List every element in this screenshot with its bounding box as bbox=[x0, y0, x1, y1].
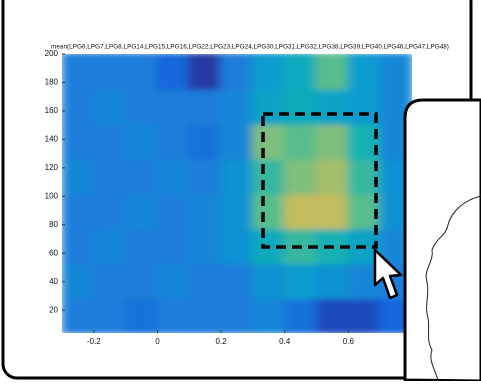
heatmap-cell bbox=[156, 297, 191, 333]
heatmap-cell bbox=[92, 87, 127, 125]
heatmap-cell bbox=[124, 262, 159, 300]
heatmap-cell bbox=[379, 54, 412, 90]
overlapping-panel bbox=[403, 98, 481, 383]
heatmap-cell bbox=[188, 87, 223, 125]
x-tick-label: 0.2 bbox=[216, 337, 228, 346]
x-tick-label: 0.6 bbox=[343, 337, 355, 346]
y-tick-label: 200 bbox=[45, 49, 59, 58]
heatmap-cell bbox=[251, 157, 286, 195]
heatmap-cell bbox=[251, 87, 286, 125]
heatmap-cell bbox=[188, 262, 223, 300]
heatmap-cell bbox=[156, 87, 191, 125]
heatmap-cell bbox=[188, 54, 223, 90]
heatmap-cell bbox=[62, 157, 95, 195]
selection-box bbox=[261, 112, 378, 249]
axes: -0.2 0 0.2 0.4 0.6 20 40 60 80 100 120 140 160 180 200 bbox=[45, 49, 355, 346]
heatmap-cell bbox=[283, 122, 318, 160]
heatmap-cell bbox=[124, 122, 159, 160]
heatmap-cell bbox=[347, 297, 382, 333]
heatmap-cell bbox=[156, 122, 191, 160]
heatmap-cells bbox=[62, 54, 412, 333]
y-tick-label: 80 bbox=[49, 220, 58, 229]
heatmap-cell bbox=[220, 122, 254, 160]
heatmap-cell bbox=[347, 54, 382, 90]
y-tick-label: 40 bbox=[49, 277, 58, 286]
heatmap-cell bbox=[220, 262, 254, 300]
heatmap-cell bbox=[188, 297, 223, 333]
heatmap-cell bbox=[251, 262, 286, 300]
heatmap-cell bbox=[62, 297, 95, 333]
heatmap-cell bbox=[315, 192, 350, 230]
heatmap-cell bbox=[92, 192, 127, 230]
heatmap-cell bbox=[188, 227, 223, 265]
heatmap-cell bbox=[62, 54, 95, 90]
heatmap-cell bbox=[92, 157, 127, 195]
heatmap-cell bbox=[251, 54, 286, 90]
y-tick-label: 20 bbox=[49, 305, 58, 314]
y-tick-label: 100 bbox=[45, 191, 59, 200]
heatmap-cell bbox=[156, 157, 191, 195]
heatmap-cell bbox=[92, 54, 127, 90]
heatmap-cell bbox=[124, 87, 159, 125]
heatmap-cell bbox=[283, 54, 318, 90]
heatmap-cell bbox=[315, 262, 350, 300]
heatmap-cell bbox=[220, 192, 254, 230]
heatmap-cell bbox=[220, 87, 254, 125]
heatmap-cell bbox=[156, 54, 191, 90]
heatmap-cell bbox=[92, 227, 127, 265]
heatmap bbox=[62, 54, 412, 333]
heatmap-cell bbox=[124, 157, 159, 195]
heatmap-cell bbox=[62, 227, 95, 265]
heatmap-cell bbox=[251, 192, 286, 230]
chart-title: mean(LPG6,LPG7,LPG8,LPG14,LPG15,LPG16,LP… bbox=[51, 44, 449, 51]
heatmap-cell bbox=[92, 122, 127, 160]
heatmap-cell bbox=[315, 87, 350, 125]
heatmap-cell bbox=[124, 54, 159, 90]
heatmap-cell bbox=[220, 157, 254, 195]
y-tick-label: 60 bbox=[49, 248, 58, 257]
heatmap-cell bbox=[283, 297, 318, 333]
heatmap-cell bbox=[62, 192, 95, 230]
heatmap-cell bbox=[283, 157, 318, 195]
heatmap-cell bbox=[283, 262, 318, 300]
heatmap-cell bbox=[315, 157, 350, 195]
y-tick-label: 180 bbox=[45, 78, 59, 87]
heatmap-cell bbox=[220, 227, 254, 265]
heatmap-cell bbox=[220, 54, 254, 90]
heatmap-cell bbox=[315, 122, 350, 160]
heatmap-cell bbox=[156, 262, 191, 300]
heatmap-cell bbox=[124, 192, 159, 230]
heatmap-cell bbox=[62, 87, 95, 125]
x-tick-label: 0.4 bbox=[279, 337, 291, 346]
heatmap-cell bbox=[283, 87, 318, 125]
heatmap-cell bbox=[188, 157, 223, 195]
heatmap-cell bbox=[156, 227, 191, 265]
heatmap-cell bbox=[315, 297, 350, 333]
heatmap-cell bbox=[188, 192, 223, 230]
heatmap-cell bbox=[251, 297, 286, 333]
y-tick-label: 120 bbox=[45, 163, 59, 172]
heatmap-cell bbox=[62, 262, 95, 300]
x-tick-label: -0.2 bbox=[87, 337, 101, 346]
heatmap-cell bbox=[251, 122, 286, 160]
heatmap-cell bbox=[188, 122, 223, 160]
y-tick-label: 140 bbox=[45, 135, 59, 144]
y-tick-label: 160 bbox=[45, 106, 59, 115]
heatmap-cell bbox=[156, 192, 191, 230]
heatmap-cell bbox=[283, 192, 318, 230]
heatmap-cell bbox=[92, 262, 127, 300]
heatmap-cell bbox=[124, 297, 159, 333]
heatmap-cell bbox=[62, 122, 95, 160]
heatmap-cell bbox=[315, 54, 350, 90]
heatmap-cell bbox=[124, 227, 159, 265]
mouse-cursor bbox=[373, 248, 403, 300]
x-tick-label: 0 bbox=[155, 337, 160, 346]
heatmap-cell bbox=[220, 297, 254, 333]
blob-outline bbox=[425, 195, 481, 382]
heatmap-cell bbox=[92, 297, 127, 333]
